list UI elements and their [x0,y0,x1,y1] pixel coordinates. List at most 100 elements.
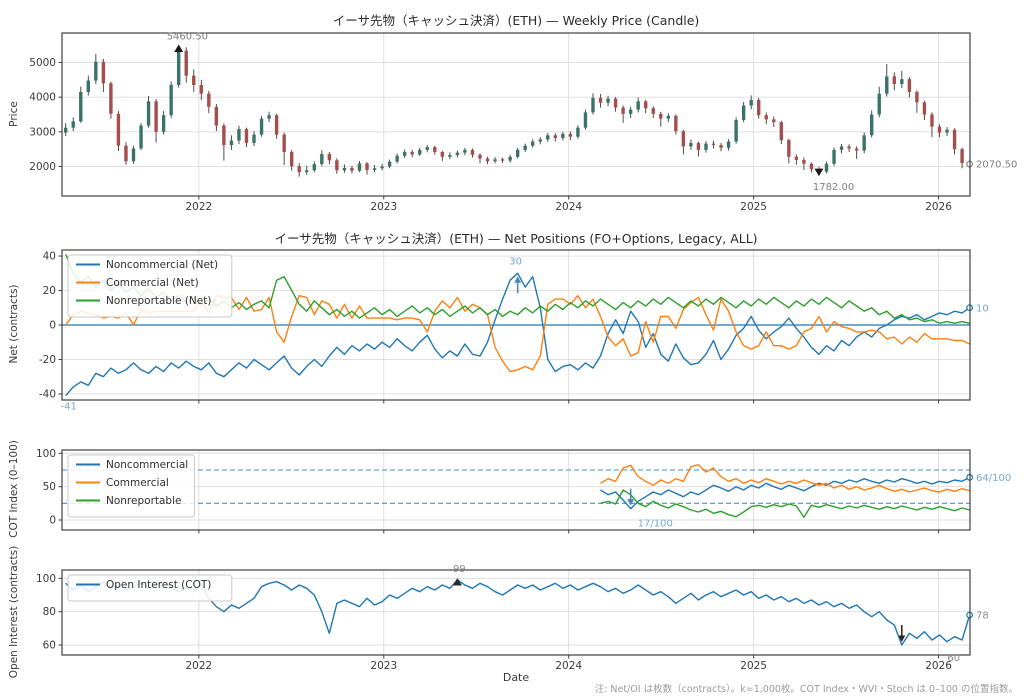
candle-body [63,127,68,133]
candle-body [259,118,264,135]
candle-body [885,76,889,94]
candle-body [463,149,467,153]
y-tick-label: 100 [36,448,56,460]
candle-body [229,140,234,146]
candle-body [184,50,188,76]
candle-body [440,151,445,157]
y-tick-label: 80 [43,606,56,618]
candle-body [757,99,761,116]
candle-body [380,166,384,169]
candle-body [109,83,113,114]
candle-body [395,155,399,162]
y-tick-label: -20 [39,354,56,366]
candle-body [478,154,482,159]
candle-body [877,93,881,115]
candle-body [937,126,942,133]
plot-border [61,449,971,531]
candle-body [553,135,558,139]
svg-text:5460.50: 5460.50 [167,32,208,43]
candle-body [470,149,475,155]
candle-body [305,170,309,173]
candle-body [772,119,776,123]
y-tick-label: 0 [49,320,56,332]
candle-body [222,125,226,146]
candle-body [176,50,181,86]
candle-body [892,76,896,84]
series-noncommercial-net [65,272,970,397]
candle-body [327,154,332,161]
candle-body [493,159,497,162]
legend-label: Nonreportable [106,495,181,507]
candle-body [952,129,957,150]
open-interest-panel: 60 80 100 2022 2023 2024 2025 2026 Open Interest… [36,564,989,672]
x-tick-label: 2024 [555,201,582,213]
candle-body [433,147,437,152]
candle-body [576,127,580,137]
candle-body [546,135,550,140]
y-tick-label: 3000 [29,126,56,138]
last-value-label: 2070.50 [976,160,1017,171]
candle-body [568,133,573,137]
candle-body [252,134,256,143]
candle-body [704,143,708,150]
y-tick-label: 40 [43,251,56,263]
candle-body [764,115,768,120]
candle-body [591,97,595,113]
y-tick-label: 60 [43,640,56,652]
candle-body [689,142,693,147]
candle-body [628,109,633,114]
candle-body [214,106,219,126]
candle-body [244,129,249,143]
plot-border [61,569,971,656]
candle-body [192,75,196,86]
candle-body [312,164,316,171]
footnote: 注: Net/OI は枚数（contracts）。k=1,000枚。COT In… [594,684,1018,695]
annotation: 5460.50 [167,32,208,53]
candle-body [320,154,324,165]
candle-body [636,101,640,110]
x-tick-label: 2025 [740,660,767,672]
candle-body [839,146,844,150]
candle-body [523,145,527,150]
candle-body [606,98,610,103]
annotation: -41 [61,402,77,413]
candle-body [425,147,429,150]
x-tick-label: 2023 [370,660,397,672]
last-value-label: 78 [976,611,989,622]
candle-body [613,98,618,108]
candle-body [94,61,98,81]
candle-body [787,140,791,157]
last-value-label: 64/100 [976,473,1011,484]
svg-text:1782.00: 1782.00 [813,182,854,193]
candle-body [342,167,347,171]
candle-body [365,163,369,170]
candle-body [146,101,151,126]
legend-label: Noncommercial [106,459,188,471]
candle-body [598,97,603,103]
candle-body [86,80,90,92]
candle-body [237,129,241,141]
x-tick-label: 2026 [925,201,952,213]
price-panel: 2000 3000 4000 5000 2022 2023 2024 2025 2026 5460… [29,32,1017,213]
candle-body [719,145,723,148]
legend-label: Commercial [106,477,169,489]
x-tick-label: 2023 [370,201,397,213]
price-ylabel: Price [8,101,20,127]
candle-body [659,113,663,119]
candle-body [79,91,83,122]
net-positions-panel: -40 -20 0 20 40 Noncommercial (Net) Commercial… [39,249,989,413]
candle-body [681,131,686,147]
legend: Noncommercial (Net) Commercial (Net) Nonre… [67,254,233,318]
candle-body [515,149,520,157]
y-tick-label: 0 [49,515,56,527]
candle-body [131,148,136,162]
legend-label: Open Interest (COT) [106,579,211,591]
candle-body [915,91,919,103]
candle-body [644,101,648,109]
candle-body [335,160,339,171]
candle-body [282,134,286,152]
open-interest-ylabel: Open Interest (contracts) [8,545,20,679]
price-panel-title: イーサ先物（キャッシュ決済）(ETH) — Weekly Price (Cand… [332,13,700,28]
candle-body [448,155,452,157]
